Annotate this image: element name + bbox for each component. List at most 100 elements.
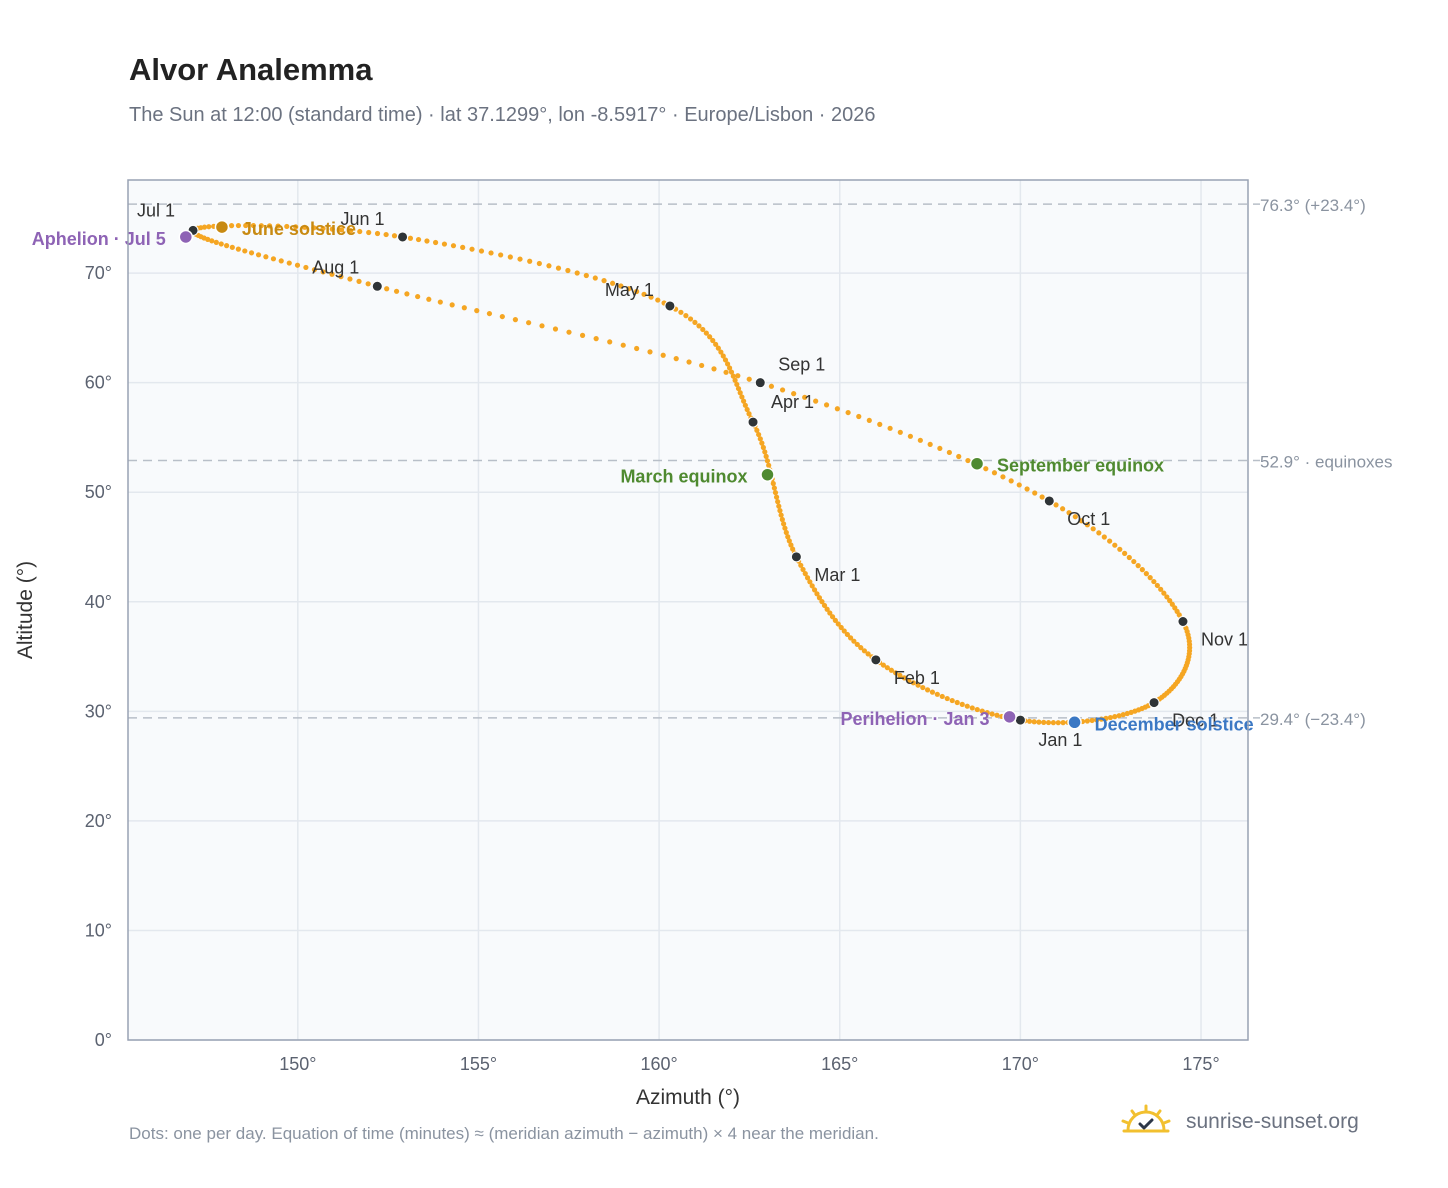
- daily-dot: [320, 225, 326, 232]
- daily-dot: [798, 562, 804, 568]
- daily-dot: [927, 441, 933, 447]
- daily-dot: [924, 687, 931, 693]
- daily-dot: [655, 297, 661, 303]
- daily-dot: [763, 453, 769, 459]
- daily-dot: [887, 425, 893, 431]
- daily-dot: [488, 250, 494, 256]
- daily-dot: [728, 369, 735, 375]
- daily-dot: [1117, 546, 1123, 552]
- event-marker: [760, 467, 775, 482]
- x-tick-label: 170°: [1002, 1054, 1039, 1074]
- daily-dot: [720, 353, 726, 359]
- daily-dot: [1128, 709, 1134, 715]
- daily-dot: [1167, 598, 1173, 604]
- daily-dot: [1124, 710, 1130, 717]
- daily-dot: [686, 359, 692, 365]
- daily-dot: [790, 546, 796, 552]
- daily-dot: [258, 223, 264, 229]
- daily-dot: [884, 665, 890, 671]
- daily-dot: [897, 672, 903, 678]
- daily-dot: [536, 260, 542, 267]
- daily-dot: [1139, 567, 1145, 573]
- daily-dot: [1101, 534, 1107, 540]
- daily-dot: [844, 631, 850, 638]
- daily-dot: [1084, 522, 1090, 528]
- brand[interactable]: sunrise-sunset.org: [1120, 1104, 1359, 1139]
- daily-dot: [329, 271, 335, 277]
- daily-dot: [1041, 719, 1047, 725]
- daily-dot: [759, 440, 765, 446]
- chart-title: Alvor Analemma: [129, 52, 373, 87]
- daily-dot: [746, 376, 752, 382]
- daily-dot: [802, 571, 808, 577]
- daily-dot: [1131, 558, 1137, 565]
- daily-dot: [1112, 542, 1118, 548]
- daily-dot: [555, 265, 562, 271]
- daily-dot: [777, 508, 783, 514]
- daily-dot: [1045, 719, 1052, 726]
- daily-dot: [213, 239, 219, 245]
- daily-dot: [499, 313, 505, 320]
- daily-dot: [757, 436, 763, 442]
- daily-dot: [866, 417, 872, 424]
- daily-dot: [263, 254, 269, 260]
- daily-dot: [819, 599, 825, 605]
- event-marker: [1002, 709, 1017, 725]
- daily-dot: [814, 591, 820, 597]
- plot-frame: [127, 179, 1249, 1041]
- daily-dot: [861, 648, 867, 654]
- daily-dot: [785, 534, 791, 540]
- daily-dot: [994, 712, 1000, 718]
- daily-dot: [1066, 510, 1072, 516]
- daily-dot: [827, 610, 833, 616]
- daily-dot: [742, 402, 748, 408]
- daily-dot: [320, 269, 326, 275]
- daily-dot: [566, 329, 572, 335]
- daily-dot: [781, 521, 787, 527]
- daily-dot: [450, 243, 457, 249]
- daily-dot: [1008, 478, 1014, 484]
- daily-dot: [441, 241, 448, 247]
- daily-dot: [356, 278, 362, 284]
- daily-dot: [607, 339, 613, 345]
- daily-dot: [877, 421, 883, 427]
- daily-dot: [498, 252, 504, 258]
- daily-dot: [512, 317, 519, 323]
- y-tick-label: 50°: [85, 482, 112, 502]
- month-marker: [870, 654, 882, 666]
- event-label: December solstice: [1095, 714, 1254, 734]
- daily-dot: [739, 394, 745, 400]
- daily-dot: [286, 260, 292, 266]
- daily-dot: [956, 453, 962, 460]
- daily-dot: [426, 296, 432, 302]
- daily-dot: [703, 330, 709, 336]
- daily-dot: [901, 675, 907, 681]
- daily-dot: [713, 341, 719, 347]
- daily-dot: [851, 638, 857, 644]
- daily-dot: [311, 267, 318, 273]
- daily-dot: [1060, 720, 1066, 726]
- daily-dot: [293, 224, 299, 230]
- daily-dot: [243, 222, 249, 229]
- daily-dot: [929, 689, 936, 695]
- daily-dot: [762, 449, 768, 455]
- daily-dot: [734, 381, 740, 388]
- daily-dot: [1116, 713, 1122, 719]
- daily-dot: [813, 398, 819, 404]
- x-tick-label: 160°: [640, 1054, 677, 1074]
- daily-dot: [641, 291, 647, 297]
- daily-dot: [474, 308, 480, 314]
- daily-dot: [250, 222, 256, 229]
- daily-dot: [610, 280, 616, 286]
- daily-dot: [897, 429, 903, 435]
- daily-dot: [835, 621, 841, 627]
- daily-dot: [964, 703, 970, 709]
- daily-dot: [965, 457, 971, 464]
- daily-dot: [1039, 494, 1045, 500]
- month-marker: [790, 551, 802, 563]
- daily-dot: [618, 283, 624, 289]
- daily-dot: [1161, 590, 1167, 596]
- daily-dot: [776, 503, 782, 509]
- month-label: Nov 1: [1201, 630, 1248, 650]
- daily-dot: [539, 323, 545, 329]
